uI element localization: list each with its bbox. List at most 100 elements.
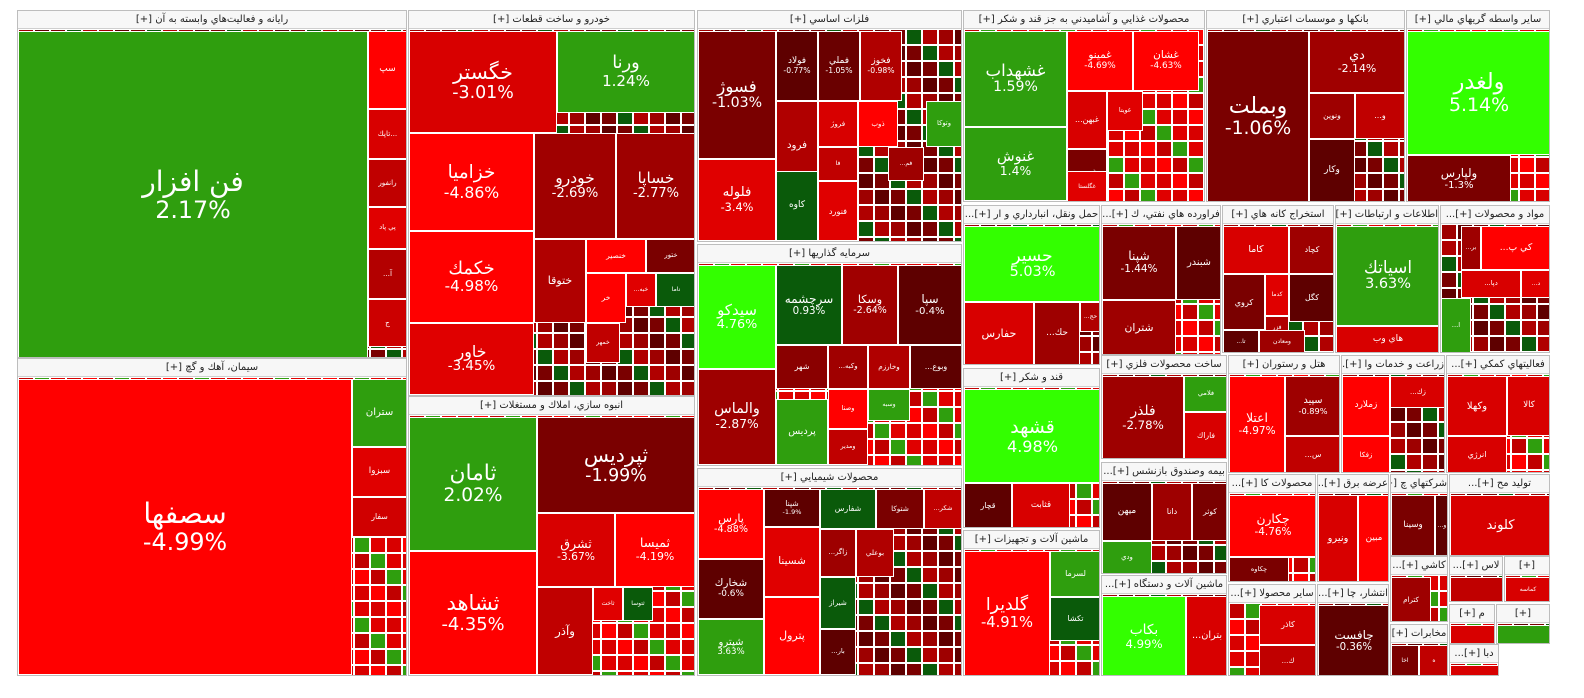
minor-stock-cell[interactable]	[665, 623, 681, 639]
sector-header[interactable]: هتل و رستوران [+]	[1229, 356, 1339, 374]
minor-stock-cell[interactable]	[906, 455, 922, 465]
stock-tile[interactable]: حفارس	[964, 302, 1034, 364]
minor-stock-cell[interactable]	[354, 633, 370, 649]
stock-tile[interactable]: فنورد	[818, 181, 858, 241]
minor-stock-cell[interactable]	[1182, 320, 1198, 336]
minor-stock-cell[interactable]	[938, 29, 954, 45]
minor-stock-cell[interactable]	[890, 221, 906, 237]
minor-stock-cell[interactable]	[922, 205, 938, 221]
minor-stock-cell[interactable]	[370, 537, 386, 553]
stock-tile[interactable]: ومعادن	[1259, 330, 1305, 352]
stock-tile[interactable]: قشهد 4.98%	[964, 389, 1099, 483]
minor-stock-cell[interactable]	[633, 623, 649, 639]
sector-header[interactable]: فلزات اساسي [+]	[698, 11, 961, 29]
stock-tile[interactable]: وخارزم	[868, 345, 910, 389]
minor-stock-cell[interactable]	[1172, 157, 1188, 173]
minor-stock-cell[interactable]	[354, 537, 370, 553]
minor-stock-cell[interactable]	[890, 599, 906, 615]
minor-stock-cell[interactable]	[649, 655, 665, 671]
minor-stock-cell[interactable]	[1543, 454, 1549, 470]
stock-tile[interactable]: غنوش 1.4%	[964, 127, 1067, 201]
stock-tile[interactable]: آ...	[368, 249, 406, 299]
minor-stock-cell[interactable]	[1140, 141, 1156, 157]
stock-tile[interactable]: كاوه	[776, 171, 818, 241]
minor-stock-cell[interactable]	[954, 631, 961, 647]
stock-tile[interactable]: اعتلا -4.97%	[1229, 376, 1285, 472]
minor-stock-cell[interactable]	[1511, 470, 1527, 472]
minor-stock-cell[interactable]	[938, 423, 954, 439]
sector-header[interactable]: دبا [+]...	[1450, 645, 1498, 663]
stock-tile[interactable]: وسينا	[1391, 495, 1435, 555]
minor-stock-cell[interactable]	[386, 553, 402, 569]
minor-stock-cell[interactable]	[1439, 607, 1447, 621]
minor-stock-cell[interactable]	[1505, 352, 1521, 353]
minor-stock-cell[interactable]	[922, 583, 938, 599]
minor-stock-cell[interactable]	[1537, 320, 1549, 336]
stock-tile[interactable]: سبزوا	[352, 447, 406, 497]
minor-stock-cell[interactable]	[938, 567, 954, 583]
minor-stock-cell[interactable]	[1406, 470, 1422, 472]
minor-stock-cell[interactable]	[1166, 545, 1182, 561]
minor-stock-cell[interactable]	[858, 221, 874, 237]
stock-tile[interactable]: ثتوسا	[623, 587, 653, 621]
minor-stock-cell[interactable]	[906, 93, 922, 109]
sector-header[interactable]: سيمان، آهك و گچ [+]	[18, 359, 406, 377]
minor-stock-cell[interactable]	[1505, 304, 1521, 320]
sector-header[interactable]: ساير محصولا [+]...	[1229, 585, 1315, 603]
minor-stock-cell[interactable]	[1172, 125, 1188, 141]
minor-stock-cell[interactable]	[1198, 336, 1214, 352]
minor-stock-cell[interactable]	[649, 671, 665, 675]
minor-stock-cell[interactable]	[665, 381, 681, 395]
minor-stock-cell[interactable]	[906, 567, 922, 583]
minor-stock-cell[interactable]	[954, 567, 961, 583]
minor-stock-cell[interactable]	[633, 317, 649, 333]
minor-stock-cell[interactable]	[402, 633, 406, 649]
minor-stock-cell[interactable]	[1422, 454, 1438, 470]
sector-header[interactable]: اطلاعات و ارتباطات [+]	[1336, 206, 1438, 224]
minor-stock-cell[interactable]	[402, 601, 406, 617]
stock-tile[interactable]: كاذر	[1259, 605, 1315, 645]
minor-stock-cell[interactable]	[681, 365, 694, 381]
stock-tile[interactable]: وكهلا	[1447, 376, 1507, 436]
minor-stock-cell[interactable]	[1229, 635, 1245, 651]
minor-stock-cell[interactable]	[1150, 545, 1166, 561]
minor-stock-cell[interactable]	[601, 655, 617, 671]
minor-stock-cell[interactable]	[370, 649, 386, 665]
minor-stock-cell[interactable]	[1527, 438, 1543, 454]
minor-stock-cell[interactable]	[890, 663, 906, 675]
stock-tile[interactable]: فن افزار 2.17%	[18, 31, 368, 357]
minor-stock-cell[interactable]	[1156, 173, 1172, 189]
minor-stock-cell[interactable]	[1124, 157, 1140, 173]
stock-tile[interactable]: قثابت	[1012, 483, 1070, 527]
minor-stock-cell[interactable]	[1457, 352, 1473, 353]
minor-stock-cell[interactable]	[633, 655, 649, 671]
minor-stock-cell[interactable]	[954, 173, 961, 189]
minor-stock-cell[interactable]	[1519, 157, 1535, 173]
minor-stock-cell[interactable]	[906, 109, 922, 125]
minor-stock-cell[interactable]	[922, 29, 938, 45]
sector-header[interactable]: رايانه و فعاليت‌هاي وابسته به آن [+]	[18, 11, 406, 29]
minor-stock-cell[interactable]	[1108, 189, 1124, 201]
stock-tile[interactable]: تكشا	[1050, 597, 1099, 641]
minor-stock-cell[interactable]	[1156, 189, 1172, 201]
minor-stock-cell[interactable]	[633, 365, 649, 381]
stock-tile[interactable]: پارس -4.88%	[698, 489, 764, 559]
minor-stock-cell[interactable]	[1229, 603, 1245, 619]
minor-stock-cell[interactable]	[665, 365, 681, 381]
minor-stock-cell[interactable]	[954, 663, 961, 675]
stock-tile[interactable]: ثامان 2.02%	[409, 417, 537, 551]
minor-stock-cell[interactable]	[1182, 336, 1198, 352]
minor-stock-cell[interactable]	[665, 591, 681, 607]
stock-tile[interactable]: بوعلي	[856, 529, 894, 577]
minor-stock-cell[interactable]	[1060, 661, 1076, 675]
minor-stock-cell[interactable]	[1519, 173, 1535, 189]
minor-stock-cell[interactable]	[858, 189, 874, 205]
minor-stock-cell[interactable]	[1092, 661, 1099, 675]
minor-stock-cell[interactable]	[922, 647, 938, 663]
minor-stock-cell[interactable]	[906, 663, 922, 675]
minor-stock-cell[interactable]	[1439, 675, 1448, 676]
minor-stock-cell[interactable]	[633, 639, 649, 655]
minor-stock-cell[interactable]	[938, 551, 954, 567]
minor-stock-cell[interactable]	[585, 381, 601, 395]
minor-stock-cell[interactable]	[858, 583, 874, 599]
